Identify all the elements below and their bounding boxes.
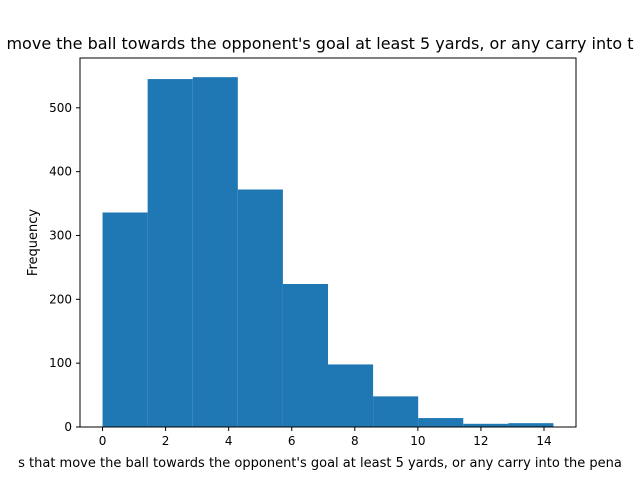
y-tick-label: 500 <box>49 101 72 115</box>
y-tick-label: 400 <box>49 165 72 179</box>
bars-group <box>102 77 554 428</box>
x-tick-label: 2 <box>162 434 170 448</box>
histogram-bar-4 <box>282 284 328 427</box>
y-tick-label: 0 <box>64 420 72 434</box>
x-axis-label: s that move the ball towards the opponen… <box>18 456 622 471</box>
histogram-bar-9 <box>508 423 554 427</box>
histogram-bar-6 <box>373 396 419 427</box>
x-tick-label: 10 <box>410 434 425 448</box>
x-tick-label: 8 <box>351 434 359 448</box>
histogram-bar-1 <box>147 79 193 427</box>
y-tick-label: 200 <box>49 292 72 306</box>
histogram-bar-2 <box>192 77 238 428</box>
y-tick-label: 100 <box>49 356 72 370</box>
histogram-bar-7 <box>418 418 464 427</box>
y-axis-label: Frequency <box>26 209 41 276</box>
x-tick-label: 0 <box>99 434 107 448</box>
y-axis: 0 100 200 300 400 500 <box>49 101 80 434</box>
x-tick-label: 6 <box>288 434 296 448</box>
histogram-bar-3 <box>237 189 283 427</box>
histogram-bar-8 <box>463 423 509 427</box>
chart-title: move the ball towards the opponent's goa… <box>6 34 633 53</box>
histogram-bar-0 <box>102 212 148 427</box>
x-tick-label: 12 <box>473 434 488 448</box>
x-axis: 0 2 4 6 8 10 12 14 <box>80 426 576 448</box>
x-tick-label: 14 <box>536 434 551 448</box>
x-tick-label: 4 <box>225 434 233 448</box>
histogram-bar-5 <box>328 364 374 427</box>
y-tick-label: 300 <box>49 228 72 242</box>
